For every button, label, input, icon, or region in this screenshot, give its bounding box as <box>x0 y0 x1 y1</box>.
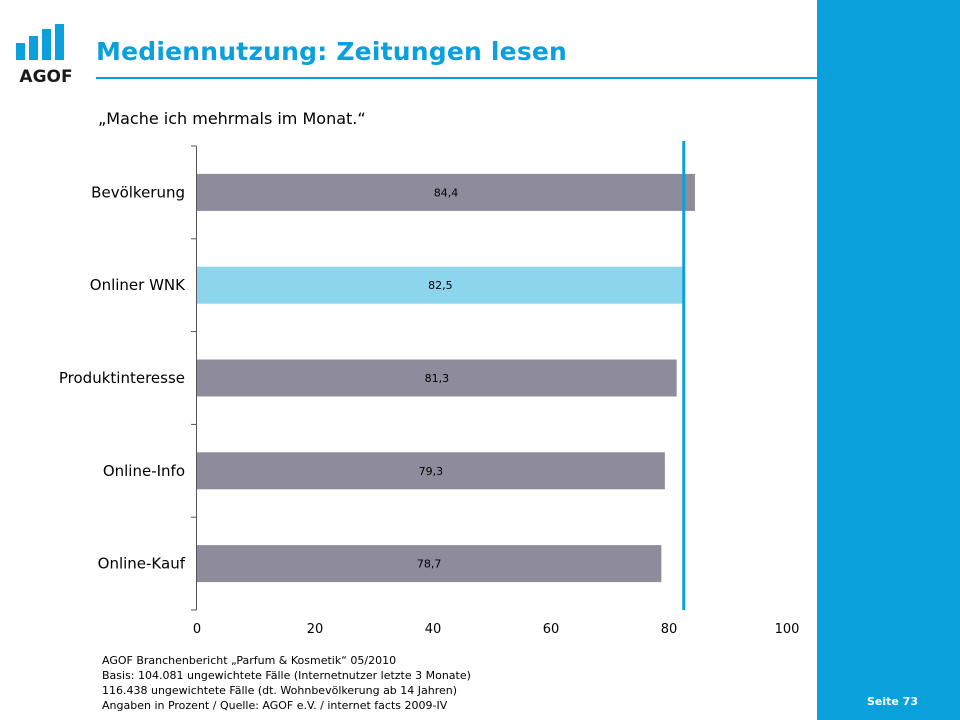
footer-notes: AGOF Branchenbericht „Parfum & Kosmetik“… <box>102 653 471 713</box>
category-label: Onliner WNK <box>90 276 186 294</box>
bar-online-info <box>197 452 665 490</box>
value-label: 81,3 <box>425 372 450 385</box>
footer-line-4: Angaben in Prozent / Quelle: AGOF e.V. /… <box>102 699 448 712</box>
category-label: Bevölkerung <box>91 183 185 201</box>
page-number: Seite 73 <box>866 695 918 708</box>
x-tick-label: 20 <box>307 622 324 637</box>
footer-line-2: Basis: 104.081 ungewichtete Fälle (Inter… <box>102 669 471 682</box>
logo-bar-3 <box>42 29 51 60</box>
x-tick-label: 100 <box>775 622 800 637</box>
x-tick-label: 40 <box>425 622 442 637</box>
x-tick-label: 0 <box>193 622 201 637</box>
category-label: Online-Kauf <box>98 555 186 573</box>
logo-bar-4 <box>55 24 64 60</box>
bar-bev-lkerung <box>197 173 695 211</box>
agof-logo: AGOF <box>16 24 73 86</box>
logo-bar-1 <box>16 43 25 60</box>
bar-chart: Bevölkerung 84,4 Onliner WNK 82,5 Produktint… <box>59 141 800 637</box>
right-sidebar: Seite 73 <box>817 0 960 720</box>
title-divider <box>96 77 817 79</box>
footer-line-3: 116.438 ungewichtete Fälle (dt. Wohnbevö… <box>102 684 458 697</box>
x-tick-label: 60 <box>543 622 560 637</box>
category-label: Produktinteresse <box>59 369 185 387</box>
logo-text: AGOF <box>19 67 72 86</box>
bar-onliner-wnk <box>197 266 684 304</box>
bar-online-kauf <box>197 545 662 583</box>
value-label: 78,7 <box>417 558 442 571</box>
chart-subtitle: „Mache ich mehrmals im Monat.“ <box>98 109 366 128</box>
x-tick-label: 80 <box>661 622 678 637</box>
footer-line-1: AGOF Branchenbericht „Parfum & Kosmetik“… <box>102 654 397 667</box>
page-title: Mediennutzung: Zeitungen lesen <box>96 37 568 66</box>
value-label: 79,3 <box>419 465 444 478</box>
category-label: Online-Info <box>103 462 185 480</box>
value-label: 82,5 <box>428 279 453 292</box>
bar-produktinteresse <box>197 359 677 397</box>
value-label: 84,4 <box>434 186 459 199</box>
logo-bar-2 <box>29 36 38 60</box>
